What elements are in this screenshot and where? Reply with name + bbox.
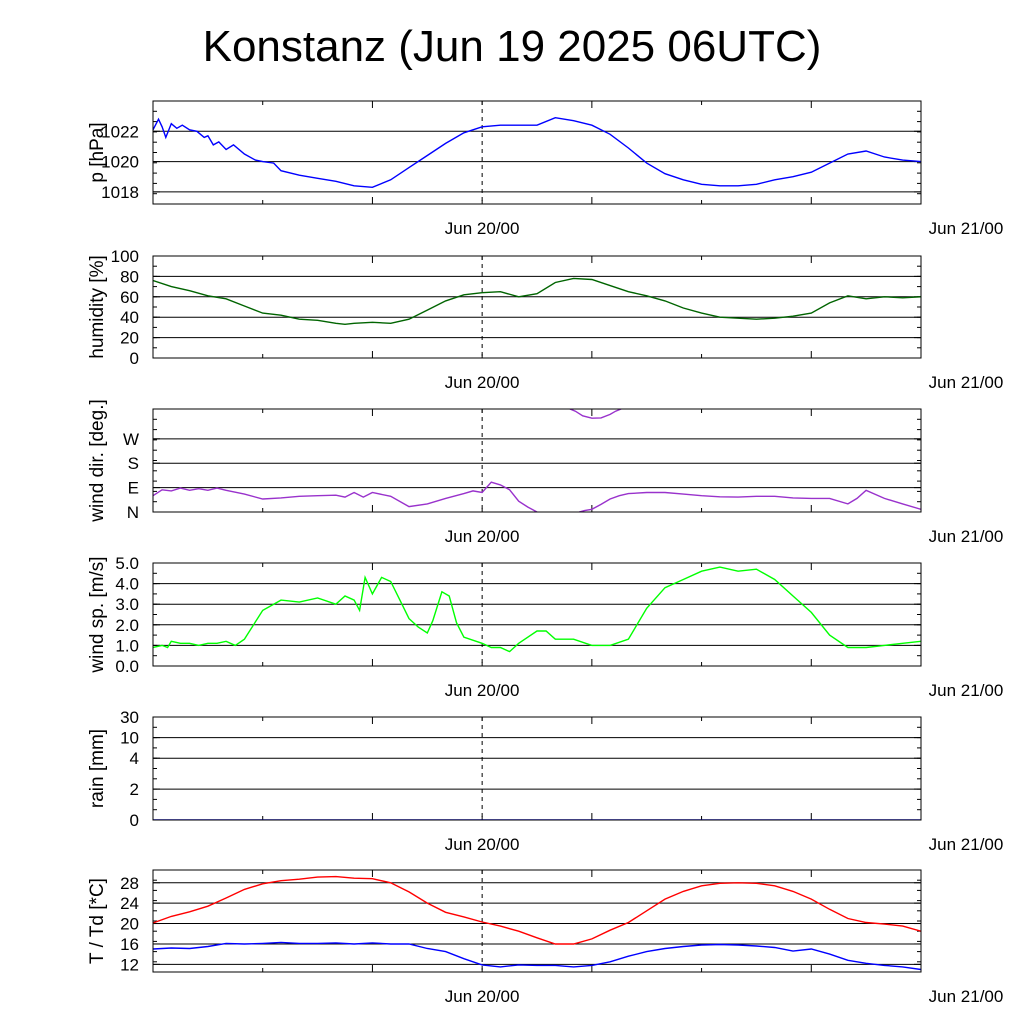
data-series-line [153,116,921,189]
y-tick-label: 100 [111,247,139,266]
y-tick-label: 40 [120,308,139,327]
y-tick-label: 16 [120,935,139,954]
x-tick-label: Jun 20/00 [445,987,520,1006]
panel-frame [152,100,922,205]
y-tick-label: 1.0 [115,636,139,655]
panel-frame [152,408,922,513]
y-axis-label: p [hPa] [87,122,108,182]
y-tick-label: 2 [130,780,139,799]
data-series-line [153,481,538,512]
y-tick-label: 2.0 [115,616,139,635]
x-tick-label: Jun 21/00 [929,373,1004,392]
y-tick-label: 28 [120,874,139,893]
y-tick-label: N [127,503,139,522]
y-tick-label: W [123,430,139,449]
y-tick-label: 5.0 [115,554,139,573]
panel-frame [152,869,922,973]
y-tick-label: 24 [120,894,139,913]
y-tick-label: 3.0 [115,595,139,614]
y-tick-label: 1018 [101,183,139,202]
data-series-line [569,409,622,419]
y-tick-label: 0 [130,349,139,368]
y-tick-label: 20 [120,915,139,934]
y-tick-label: 10 [120,729,139,748]
y-tick-label: 0.0 [115,657,139,676]
y-tick-label: 80 [120,267,139,286]
x-tick-label: Jun 21/00 [929,527,1004,546]
y-tick-label: E [128,479,139,498]
x-tick-label: Jun 20/00 [445,219,520,238]
data-series-line [578,489,921,512]
y-tick-label: 1022 [101,122,139,141]
y-tick-label: 4.0 [115,575,139,594]
y-axis-label: wind sp. [m/s] [87,556,108,673]
y-axis-label: humidity [%] [87,255,108,358]
data-series-line [153,566,921,653]
y-axis-label: wind dir. [deg.] [87,399,108,523]
x-tick-label: Jun 21/00 [929,219,1004,238]
y-tick-label: S [128,454,139,473]
panel-frame [152,255,922,359]
x-tick-label: Jun 20/00 [445,527,520,546]
panel-frame [152,562,922,667]
data-series-line [153,941,921,971]
y-tick-label: 60 [120,288,139,307]
x-tick-label: Jun 21/00 [929,835,1004,854]
y-tick-label: 1020 [101,153,139,172]
x-tick-label: Jun 21/00 [929,681,1004,700]
data-series-line [153,875,921,945]
chart-title: Konstanz (Jun 19 2025 06UTC) [202,22,822,71]
y-tick-label: 0 [130,811,139,830]
panel-frame [152,716,922,821]
y-tick-label: 12 [120,955,139,974]
x-tick-label: Jun 20/00 [445,681,520,700]
x-tick-label: Jun 21/00 [929,987,1004,1006]
y-axis-label: rain [mm] [87,729,108,808]
x-tick-label: Jun 20/00 [445,835,520,854]
y-tick-label: 30 [120,708,139,727]
y-axis-label: T / Td [*C] [87,878,108,964]
y-tick-label: 20 [120,329,139,348]
data-series-line [153,277,921,326]
y-tick-label: 4 [130,749,139,768]
x-tick-label: Jun 20/00 [445,373,520,392]
